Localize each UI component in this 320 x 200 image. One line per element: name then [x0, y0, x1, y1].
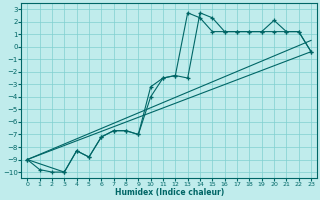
X-axis label: Humidex (Indice chaleur): Humidex (Indice chaleur): [115, 188, 224, 197]
